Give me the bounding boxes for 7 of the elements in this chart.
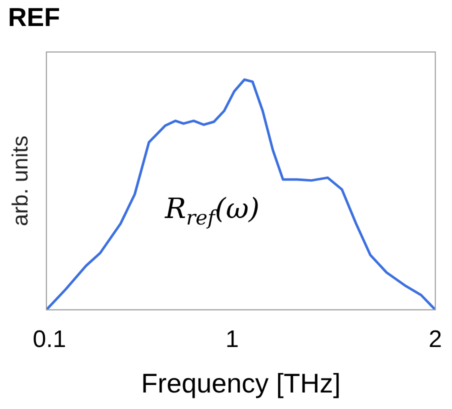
annotation: R$_{ref}$(ω) (165, 192, 260, 230)
x-axis-title: Frequency [THz] (141, 368, 341, 398)
chart-title: REF (8, 2, 60, 33)
x-tick-label: 0.1 (32, 326, 66, 353)
y-axis-title: arb. units (7, 136, 32, 226)
x-tick-label: 2 (428, 326, 442, 353)
x-tick-label: 1 (226, 326, 239, 353)
